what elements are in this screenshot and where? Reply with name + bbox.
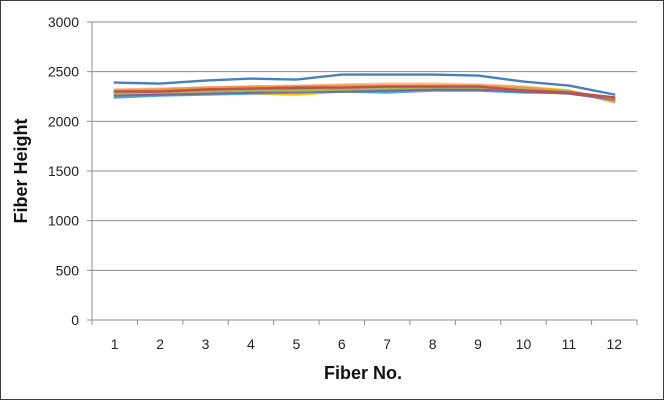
x-axis-title: Fiber No. (324, 363, 402, 383)
x-tick-label: 3 (202, 336, 210, 352)
y-tick-label: 1500 (48, 163, 79, 179)
x-tick-label: 4 (247, 336, 255, 352)
series-line (113, 84, 616, 103)
y-tick-label: 2500 (48, 64, 79, 80)
x-tick-label: 1 (111, 336, 119, 352)
x-tick-label: 10 (516, 336, 532, 352)
x-tick-label: 6 (338, 336, 346, 352)
series-line (113, 73, 616, 96)
x-tick-label: 7 (383, 336, 391, 352)
x-tick-label: 9 (474, 336, 482, 352)
gridlines (92, 21, 637, 271)
series-line (113, 85, 616, 99)
y-tick-label: 1000 (48, 213, 79, 229)
y-axis-ticks: 0 500 1000 1500 2000 2500 3000 (48, 14, 92, 328)
y-tick-label: 0 (71, 312, 79, 328)
x-axis-ticks: 1 2 3 4 5 6 7 8 9 10 11 12 (91, 320, 638, 352)
y-tick-label: 500 (56, 262, 80, 278)
series-lines (113, 73, 616, 104)
x-tick-label: 8 (429, 336, 437, 352)
y-tick-label: 3000 (48, 14, 79, 30)
x-tick-label: 11 (562, 336, 577, 352)
y-tick-label: 2000 (48, 113, 79, 129)
x-tick-label: 5 (292, 336, 300, 352)
x-tick-label: 12 (607, 336, 623, 352)
y-axis-title: Fiber Height (11, 118, 31, 223)
x-tick-label: 2 (156, 336, 164, 352)
